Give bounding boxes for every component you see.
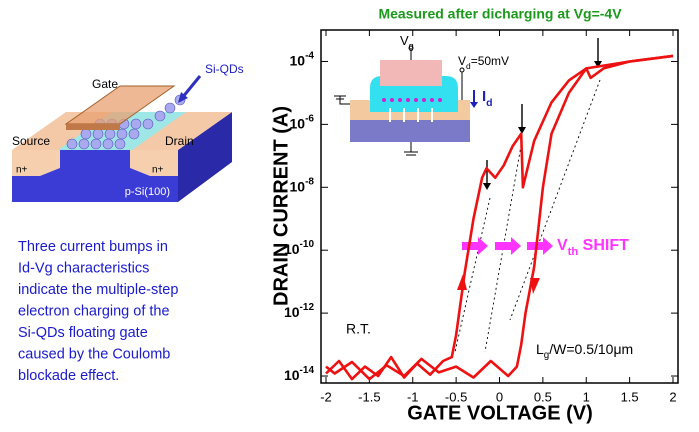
doping-label: n+	[16, 165, 28, 176]
annotation: Lg/W=0.5/10μm	[536, 341, 633, 361]
x-axis-label: GATE VOLTAGE (V)	[407, 402, 593, 424]
source-label: Source	[12, 134, 50, 148]
description-line: Si-QDs floating gate	[18, 325, 148, 341]
dots-label: Si-QDs	[205, 62, 244, 76]
text-part: V	[557, 237, 568, 254]
subscript: d	[466, 61, 471, 71]
tick-exponent: -6	[305, 114, 314, 125]
gate-edge	[66, 124, 120, 130]
inset-arrows	[389, 108, 433, 122]
bump-arrow-heads	[483, 61, 602, 190]
x-tick-label: -1.5	[358, 389, 380, 404]
tick-base: 10	[284, 367, 300, 383]
text-part: =50mV	[471, 54, 509, 68]
y-axis-label: DRAIN CURRENT (A)	[270, 106, 292, 306]
shift-arrows	[462, 237, 553, 255]
inset-dots	[382, 98, 442, 102]
description-line: electron charging of the	[18, 303, 170, 319]
source-region	[12, 150, 60, 176]
inset-body	[350, 120, 470, 142]
tick-base: 10	[290, 178, 306, 194]
data-line	[325, 54, 674, 381]
device-diagram: Gate Si-QDs Source Drain n+ n+ p-Si(100)	[12, 62, 244, 202]
x-tick-label: 1	[583, 389, 590, 404]
text-part: V	[400, 33, 409, 48]
inset-label: Vg	[400, 33, 414, 51]
x-tick-label: -0.5	[445, 389, 467, 404]
description-line: blockade effect.	[18, 368, 119, 384]
x-tick-label: 2	[669, 389, 676, 404]
y-tick-label: 10-14	[284, 365, 314, 383]
y-tick-label: 10-4	[290, 51, 315, 69]
subscript: g	[544, 350, 549, 361]
annotation: Vth SHIFT	[557, 237, 629, 258]
y-tick-label: 10-6	[290, 114, 315, 132]
subscript: th	[568, 246, 579, 258]
drain-region	[130, 150, 178, 176]
inset-label: Vd=50mV	[458, 54, 509, 71]
y-tick-label: 10-8	[290, 176, 315, 194]
pointer-head	[178, 92, 188, 103]
tick-exponent: -4	[305, 51, 314, 62]
description-line: Three current bumps in	[18, 239, 168, 255]
text-part: /W=0.5/10μm	[549, 341, 633, 357]
substrate-label: p-Si(100)	[125, 186, 170, 198]
y-tick-label: 10-10	[284, 239, 314, 257]
text-part: V	[458, 54, 466, 68]
drain-label: Drain	[165, 134, 194, 148]
pointer	[180, 75, 202, 99]
gate-label: Gate	[92, 77, 118, 91]
chart-title: Measured after dicharging at Vg=-4V	[378, 6, 622, 22]
description-line: caused by the Coulomb	[18, 346, 170, 362]
description: Three current bumps in Id-Vg characterist…	[18, 239, 178, 384]
inset-wires	[334, 45, 465, 156]
current-arrow-head	[470, 102, 478, 108]
tick-exponent: -12	[300, 302, 315, 313]
tick-exponent: -8	[305, 176, 314, 187]
subscript: d	[486, 97, 492, 109]
tick-base: 10	[284, 304, 300, 320]
x-tick-label: 1.5	[621, 389, 639, 404]
tick-base: 10	[290, 52, 306, 68]
inset-gate	[380, 60, 442, 86]
x-tick-label: -2	[320, 389, 332, 404]
tick-exponent: -14	[300, 365, 315, 376]
text-part: SHIFT	[578, 237, 629, 254]
data-line	[325, 54, 674, 381]
description-line: indicate the multiple-step	[18, 282, 178, 298]
doping-label: n+	[152, 165, 164, 176]
tick-base: 10	[290, 115, 306, 131]
guide-lines	[454, 79, 601, 353]
text-part: L	[536, 341, 544, 357]
annotation: R.T.	[346, 321, 371, 337]
x-tick-label: 0.5	[534, 389, 552, 404]
tick-exponent: -10	[300, 239, 315, 250]
substrate-side	[178, 112, 232, 202]
inset	[334, 45, 478, 156]
x-tick-label: 0	[496, 389, 503, 404]
inset-label: Id	[482, 88, 493, 109]
sweep-arrow	[457, 274, 467, 290]
bump-arrows	[486, 38, 599, 185]
tick-base: 10	[284, 241, 300, 257]
y-tick-label: 10-12	[284, 302, 314, 320]
x-tick-label: -1	[407, 389, 419, 404]
text-part: I	[482, 88, 486, 105]
description-line: Id-Vg characteristics	[18, 260, 149, 276]
subscript: g	[409, 41, 414, 51]
